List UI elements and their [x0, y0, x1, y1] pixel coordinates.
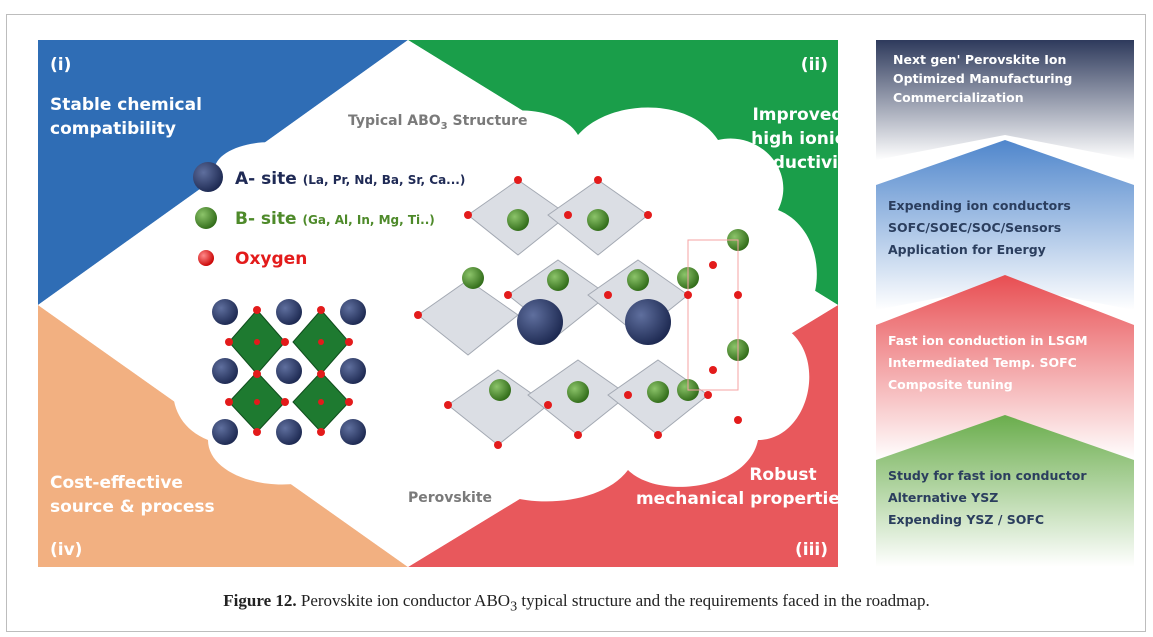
quadrant-iv-line2: source & process — [50, 497, 215, 517]
quadrant-iii-number: (iii) — [795, 540, 828, 560]
roadmap-3-line3: Composite tuning — [888, 377, 1013, 392]
legend-a-site-label: A- site (La, Pr, Nd, Ba, Sr, Ca...) — [235, 169, 465, 189]
legend-oxygen-icon — [198, 250, 214, 266]
legend-oxygen-label: Oxygen — [235, 249, 307, 269]
roadmap-arrow-4 — [876, 415, 1134, 567]
roadmap-1-line2: Optimized Manufacturing — [893, 71, 1072, 86]
roadmap-3-line1: Fast ion conduction in LSGM — [888, 333, 1088, 348]
quadrant-iii-line1: Robust — [749, 465, 816, 485]
roadmap-column: Next gen' Perovskite Ion Optimized Manuf… — [876, 40, 1134, 567]
roadmap-2-line1: Expending ion conductors — [888, 198, 1071, 213]
caption-subscript: 3 — [510, 598, 518, 615]
quadrant-iv-line1: Cost-effective — [50, 473, 183, 493]
quadrant-i-number: (i) — [50, 55, 71, 75]
figure-caption: Figure 12. Perovskite ion conductor ABO3… — [0, 591, 1153, 615]
perovskite-2d-projection — [212, 299, 366, 445]
quadrant-iv-number: (iv) — [50, 540, 82, 560]
roadmap-arrow-3 — [876, 275, 1134, 460]
roadmap-4-line1: Study for fast ion conductor — [888, 468, 1087, 483]
roadmap-4-line2: Alternative YSZ — [888, 490, 998, 505]
legend-b-site-label: B- site (Ga, Al, In, Mg, Ti..) — [235, 209, 435, 229]
roadmap-1-line1: Next gen' Perovskite Ion — [893, 52, 1066, 67]
roadmap-2-line2: SOFC/SOEC/SOC/Sensors — [888, 220, 1061, 235]
perovskite-label: Perovskite — [408, 490, 492, 506]
legend-b-site-icon — [195, 207, 217, 229]
roadmap-2-line3: Application for Energy — [888, 242, 1046, 257]
roadmap-4-line3: Expending YSZ / SOFC — [888, 512, 1044, 527]
roadmap-arrow-2 — [876, 140, 1134, 310]
quadrant-i-line1: Stable chemical — [50, 95, 202, 115]
quadrant-ii-line3: conductivity — [739, 153, 857, 173]
quadrant-ii-line2: high ionic — [751, 129, 845, 149]
quadrant-iii-line2: mechanical properties — [636, 489, 850, 509]
caption-text-2: typical structure and the requirements f… — [517, 591, 930, 610]
roadmap-arrow-1 — [876, 40, 1134, 160]
figure-frame — [6, 14, 1146, 632]
legend-a-site-icon — [193, 162, 223, 192]
structure-title: Typical ABO3 Structure — [348, 113, 528, 132]
caption-label: Figure 12. — [223, 591, 297, 610]
figure-graphic: (i) Stable chemical compatibility (ii) I… — [38, 40, 1134, 567]
quadrant-i-line2: compatibility — [50, 119, 176, 139]
perovskite-3d-structure — [414, 176, 749, 449]
quadrant-ii-line1: Improved — [752, 105, 843, 125]
quadrant-ii-number: (ii) — [801, 55, 828, 75]
roadmap-3-line2: Intermediated Temp. SOFC — [888, 355, 1077, 370]
caption-text: Perovskite ion conductor ABO — [296, 591, 511, 610]
figure: (i) Stable chemical compatibility (ii) I… — [38, 40, 1134, 567]
roadmap-1-line3: Commercialization — [893, 90, 1024, 105]
